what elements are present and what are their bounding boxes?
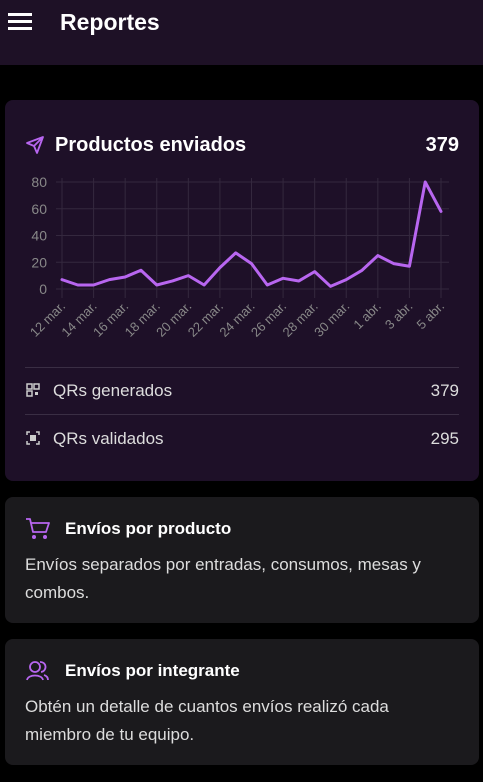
card-title: Envíos por producto bbox=[65, 519, 232, 538]
app-bar: Reportes bbox=[0, 0, 483, 65]
summary-card bbox=[5, 100, 479, 481]
stat-label: QRs validados bbox=[53, 429, 164, 448]
y-tick-label: 20 bbox=[31, 254, 47, 270]
stat-value: 379 bbox=[430, 381, 459, 400]
y-tick-label: 60 bbox=[31, 201, 47, 217]
line-series bbox=[60, 180, 443, 288]
x-tick-label: 1 abr. bbox=[350, 299, 384, 333]
y-tick-label: 0 bbox=[39, 281, 47, 297]
summary-title: Productos enviados bbox=[55, 134, 247, 156]
stat-value: 295 bbox=[430, 429, 459, 448]
report-card[interactable]: Envíos por integrante Obtén un detalle d… bbox=[5, 639, 479, 765]
report-card[interactable]: Envíos por producto Envíos separados por… bbox=[5, 497, 479, 623]
y-tick-label: 40 bbox=[31, 228, 47, 244]
separator bbox=[25, 414, 459, 415]
card-title: Envíos por integrante bbox=[65, 661, 240, 680]
send-icon bbox=[26, 136, 44, 154]
menu-icon[interactable] bbox=[8, 12, 32, 32]
card-text: Envíos separados por entradas, consumos,… bbox=[25, 555, 421, 602]
separator bbox=[25, 367, 459, 368]
x-tick-label: 3 abr. bbox=[382, 299, 416, 333]
qr-icon bbox=[26, 383, 40, 397]
page-title: Reportes bbox=[60, 9, 160, 35]
cart-icon bbox=[26, 518, 50, 539]
y-tick-label: 80 bbox=[31, 174, 47, 190]
stat-label: QRs generados bbox=[53, 381, 173, 400]
users-icon bbox=[26, 661, 49, 681]
qr-scan-icon bbox=[26, 431, 40, 445]
x-tick-label: 5 abr. bbox=[414, 299, 448, 333]
summary-total: 379 bbox=[425, 134, 459, 156]
x-tick-label: 30 mar. bbox=[311, 299, 352, 340]
card-text: Obtén un detalle de cuantos envíos reali… bbox=[25, 697, 389, 744]
